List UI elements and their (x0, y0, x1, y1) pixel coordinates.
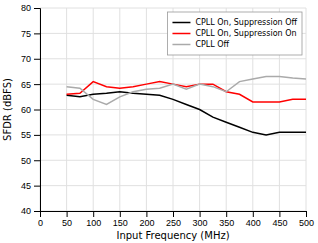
y-axis: 40 45 50 55 60 65 70 75 80 (21, 3, 41, 216)
x-axis: 0 50 100 150 200 250 300 350 400 450 500 (38, 211, 314, 228)
tick: 300 (193, 211, 208, 228)
tick-label: 100 (86, 218, 101, 228)
tick-mark (34, 84, 40, 85)
tick-label: 200 (139, 218, 154, 228)
legend-swatch (172, 33, 190, 35)
tick: 500 (299, 211, 314, 228)
tick: 200 (139, 211, 154, 228)
tick: 45 (21, 181, 40, 191)
tick-mark (34, 59, 40, 60)
grid-line-y (40, 109, 306, 110)
tick-mark (173, 211, 174, 217)
tick: 100 (86, 211, 101, 228)
tick-mark (34, 110, 40, 111)
series-line (67, 82, 306, 102)
tick-label: 75 (21, 29, 31, 39)
tick-label: 80 (21, 3, 31, 13)
legend-label: CPLL Off (195, 40, 229, 49)
tick: 60 (21, 105, 40, 115)
tick-label: 400 (246, 218, 261, 228)
tick: 65 (21, 80, 40, 90)
tick: 400 (246, 211, 261, 228)
tick: 80 (21, 3, 40, 13)
axis-line (34, 9, 41, 212)
series-line (67, 92, 306, 135)
tick: 70 (21, 54, 40, 64)
tick-mark (306, 211, 307, 217)
tick-label: 45 (21, 181, 31, 191)
tick: 150 (113, 211, 128, 228)
tick: 50 (62, 211, 72, 228)
tick-label: 50 (21, 156, 31, 166)
tick-label: 55 (21, 130, 31, 140)
tick-label: 65 (21, 80, 31, 90)
tick-mark (279, 211, 280, 217)
legend-label: CPLL On, Suppression Off (195, 18, 297, 27)
legend-label: CPLL On, Suppression On (195, 29, 296, 38)
legend-swatch (172, 22, 190, 24)
grid-line-y (40, 58, 306, 59)
tick-mark (34, 160, 40, 161)
tick-mark (146, 211, 147, 217)
tick-label: 300 (193, 218, 208, 228)
tick-label: 150 (113, 218, 128, 228)
tick-label: 350 (219, 218, 234, 228)
tick: 55 (21, 130, 40, 140)
tick: 40 (21, 206, 40, 216)
tick-mark (34, 186, 40, 187)
chart: 0 50 100 150 200 250 300 350 400 450 500 40 45 50 55 60… (0, 0, 318, 243)
tick-mark (120, 211, 121, 217)
tick-mark (253, 211, 254, 217)
tick-label: 450 (272, 218, 287, 228)
tick-mark (34, 33, 40, 34)
tick-mark (200, 211, 201, 217)
tick-label: 60 (21, 105, 31, 115)
tick: 50 (21, 156, 40, 166)
tick-mark (226, 211, 227, 217)
y-axis-title: SFDR (dBFS) (2, 78, 13, 141)
tick: 0 (38, 211, 43, 228)
legend-frame (167, 12, 302, 55)
axis-line (41, 212, 307, 218)
grid-line-y (40, 160, 306, 161)
tick-label: 500 (299, 218, 314, 228)
legend-swatch (172, 44, 190, 46)
tick: 75 (21, 29, 40, 39)
grid-line-y (40, 8, 306, 9)
grid-line-y (40, 185, 306, 186)
grid (40, 8, 306, 211)
tick-mark (34, 135, 40, 136)
tick-label: 250 (166, 218, 181, 228)
tick-label: 70 (21, 54, 31, 64)
tick: 450 (272, 211, 287, 228)
series-line (67, 77, 306, 105)
tick: 250 (166, 211, 181, 228)
tick-mark (34, 8, 40, 9)
tick-mark (34, 211, 40, 212)
tick-mark (67, 211, 68, 217)
tick-mark (93, 211, 94, 217)
tick-label: 0 (38, 218, 43, 228)
x-axis-title: Input Frequency (MHz) (116, 230, 229, 241)
tick-label: 50 (62, 218, 72, 228)
legend: CPLL On, Suppression Off CPLL On, Suppres… (167, 12, 302, 55)
tick-label: 40 (21, 206, 31, 216)
tick: 350 (219, 211, 234, 228)
plot-area (67, 77, 306, 135)
